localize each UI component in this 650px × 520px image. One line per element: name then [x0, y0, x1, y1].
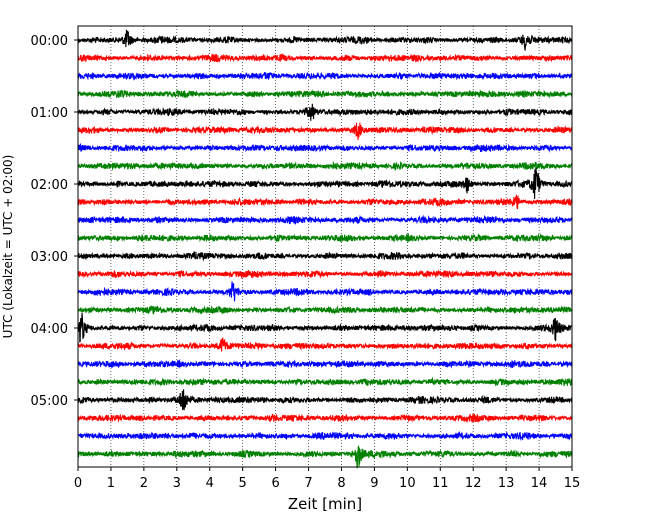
- x-axis: 0 1 2 3 4 5 6 7 8 9 10 11 12 13 14 15: [74, 467, 580, 491]
- y-tick-label: 04:00: [31, 322, 68, 337]
- trace-7: [77, 160, 573, 172]
- x-tick-label: 10: [399, 476, 416, 491]
- x-tick-label: 7: [304, 476, 312, 491]
- trace-13: [77, 269, 573, 280]
- y-tick-label: 01:00: [31, 106, 68, 121]
- trace-22: [77, 430, 573, 442]
- trace-5: [77, 122, 573, 140]
- x-tick-label: 1: [107, 476, 115, 491]
- plot-area: [78, 26, 572, 467]
- trace-6: [77, 142, 573, 153]
- trace-21: [77, 413, 573, 424]
- x-tick-label: 6: [271, 476, 279, 491]
- x-tick-label: 2: [140, 476, 148, 491]
- y-axis: 00:00 01:00 02:00 03:00 04:00 05:00: [31, 34, 78, 409]
- trace-12: [77, 251, 573, 262]
- trace-18: [77, 358, 573, 370]
- x-tick-label: 13: [498, 476, 515, 491]
- plot-frame: [77, 25, 573, 468]
- trace-4: [77, 103, 573, 121]
- trace-16: [77, 312, 573, 343]
- trace-2: [77, 71, 573, 81]
- y-tick-label: 03:00: [31, 250, 68, 265]
- trace-19: [77, 376, 573, 387]
- trace-15: [77, 304, 573, 315]
- x-tick-label: 9: [370, 476, 378, 491]
- x-tick-label: 11: [432, 476, 449, 491]
- y-tick-label: 05:00: [31, 394, 68, 409]
- y-tick-label: 00:00: [31, 34, 68, 49]
- trace-10: [77, 214, 573, 225]
- trace-14: [77, 281, 573, 302]
- trace-3: [77, 89, 573, 99]
- traces: [77, 29, 573, 469]
- x-tick-label: 8: [337, 476, 345, 491]
- trace-9: [77, 194, 573, 210]
- x-tick-label: 0: [74, 476, 82, 491]
- x-tick-label: 12: [465, 476, 482, 491]
- x-tick-label: 15: [564, 476, 581, 491]
- x-tick-label: 5: [239, 476, 247, 491]
- x-tick-label: 4: [206, 476, 214, 491]
- y-axis-label: UTC (Lokalzeit = UTC + 02:00): [1, 155, 15, 339]
- trace-23: [77, 445, 573, 469]
- trace-1: [77, 53, 573, 63]
- trace-20: [77, 389, 573, 411]
- x-tick-label: 3: [173, 476, 181, 491]
- x-axis-label: Zeit [min]: [288, 495, 362, 513]
- trace-17: [77, 337, 573, 352]
- trace-8: [77, 167, 573, 199]
- trace-0: [77, 29, 573, 51]
- trace-11: [77, 232, 573, 244]
- x-tick-label: 14: [531, 476, 548, 491]
- y-tick-label: 02:00: [31, 178, 68, 193]
